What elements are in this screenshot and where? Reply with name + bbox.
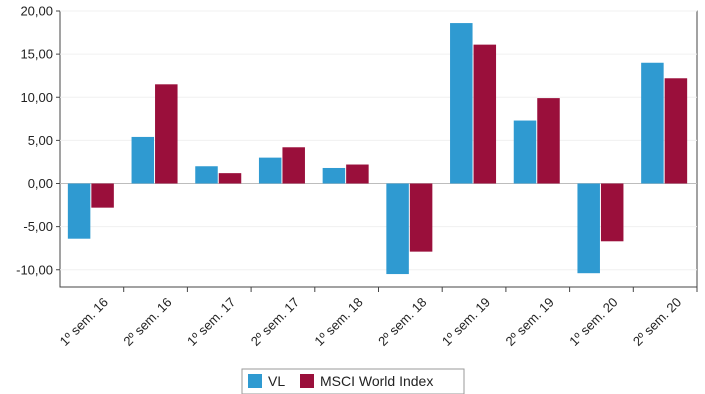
y-tick-label: 20,00 bbox=[20, 4, 53, 19]
bar-vl-0 bbox=[67, 183, 91, 239]
y-tick-label: 10,00 bbox=[20, 90, 53, 105]
bar-vl-6 bbox=[450, 23, 473, 184]
y-tick-label: 0,00 bbox=[28, 176, 53, 191]
y-tick-label: -10,00 bbox=[16, 262, 53, 277]
x-tick-label: 1º sem. 19 bbox=[439, 295, 493, 349]
bar-vl-4 bbox=[322, 167, 346, 184]
bar-msci-2 bbox=[218, 173, 242, 184]
x-tick-label: 1º sem. 18 bbox=[311, 295, 365, 349]
x-tick-label: 1º sem. 17 bbox=[184, 295, 238, 349]
x-tick-label: 1º sem. 16 bbox=[57, 295, 111, 349]
y-tick-label: 5,00 bbox=[28, 133, 53, 148]
bar-msci-3 bbox=[282, 147, 305, 184]
bars bbox=[67, 23, 688, 275]
bar-vl-9 bbox=[641, 62, 664, 184]
legend-swatch-vl bbox=[248, 374, 262, 388]
bar-vl-2 bbox=[195, 166, 218, 184]
legend-label-msci: MSCI World Index bbox=[320, 373, 433, 389]
legend: VL MSCI World Index bbox=[241, 368, 465, 394]
legend-label-vl: VL bbox=[268, 373, 285, 389]
x-tick-label: 2º sem. 19 bbox=[503, 295, 557, 349]
x-tick-label: 2º sem. 16 bbox=[120, 295, 174, 349]
bar-msci-0 bbox=[91, 183, 114, 208]
bar-vl-8 bbox=[577, 183, 600, 274]
bar-vl-1 bbox=[131, 136, 155, 184]
bar-msci-5 bbox=[409, 183, 433, 252]
bar-msci-8 bbox=[600, 183, 624, 242]
x-tick-label: 2º sem. 17 bbox=[248, 295, 302, 349]
bar-msci-7 bbox=[537, 98, 560, 184]
y-tick-label: -5,00 bbox=[23, 219, 53, 234]
legend-box bbox=[241, 368, 465, 394]
bar-vl-3 bbox=[258, 157, 282, 184]
y-tick-label: 15,00 bbox=[20, 47, 53, 62]
bar-vl-7 bbox=[513, 120, 537, 184]
bar-msci-9 bbox=[664, 78, 688, 184]
x-tick-label: 2º sem. 20 bbox=[630, 295, 684, 349]
x-axis: 1º sem. 16 2º sem. 16 1º sem. 17 2º sem. 17… bbox=[57, 287, 698, 349]
legend-swatch-msci bbox=[300, 374, 314, 388]
bar-msci-4 bbox=[346, 164, 369, 184]
x-tick-label: 1º sem. 20 bbox=[566, 295, 620, 349]
y-axis: 20,00 15,00 10,00 5,00 0,00 -5,00 -10,00 bbox=[16, 4, 60, 277]
bar-vl-5 bbox=[386, 183, 409, 275]
x-tick-label: 2º sem. 18 bbox=[375, 295, 429, 349]
bar-msci-6 bbox=[473, 44, 497, 184]
bar-msci-1 bbox=[155, 84, 178, 184]
